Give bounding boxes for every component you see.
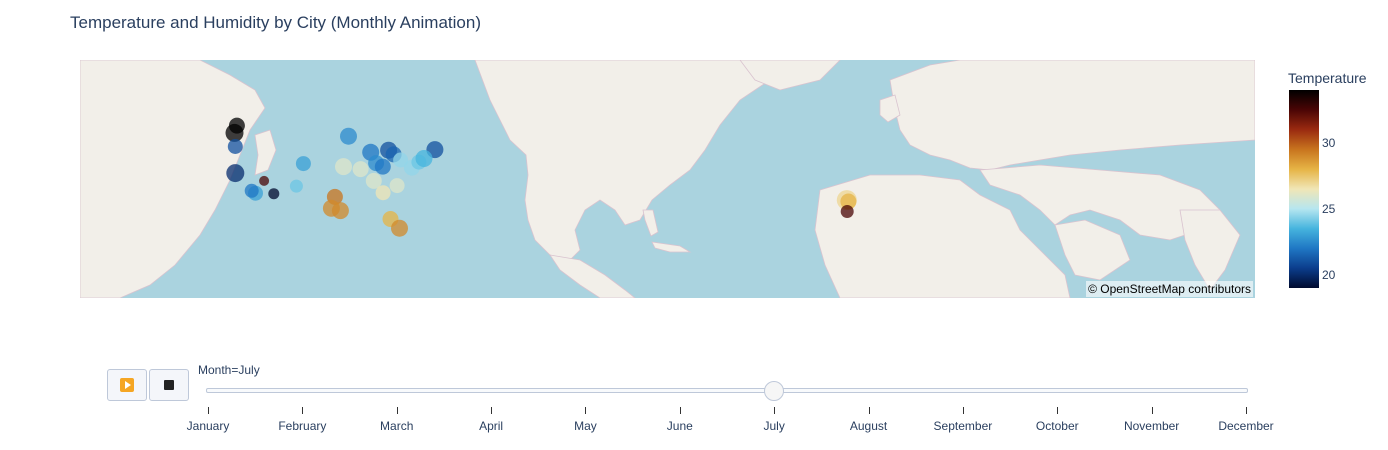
slider-tick <box>868 407 870 414</box>
slider-prefix: Month= <box>198 363 239 377</box>
slider-tick-label-may[interactable]: May <box>574 419 597 433</box>
slider-tick-label-june[interactable]: June <box>666 419 693 433</box>
city-marker[interactable] <box>289 179 303 193</box>
slider-tick <box>1057 407 1059 414</box>
stop-icon <box>164 380 174 390</box>
city-marker[interactable] <box>374 158 391 175</box>
city-markers <box>225 117 857 237</box>
landmass-japan <box>254 129 277 176</box>
landmass-arabia <box>1054 219 1131 281</box>
landmass-middle-east <box>979 164 1221 241</box>
city-marker[interactable] <box>295 156 311 172</box>
slider-tick-label-january[interactable]: January <box>186 419 230 433</box>
landmass-british-isles <box>879 94 901 123</box>
landmass-india <box>1179 209 1241 291</box>
city-marker[interactable] <box>226 164 245 183</box>
city-marker[interactable] <box>375 185 391 201</box>
colorbar-tick-label: 25 <box>1322 201 1336 216</box>
slider-tick-label-october[interactable]: October <box>1035 419 1079 433</box>
slider-tick <box>962 407 964 414</box>
stop-button[interactable] <box>149 369 189 401</box>
city-marker[interactable] <box>391 219 408 237</box>
slider-tick-label-july[interactable]: July <box>763 419 785 433</box>
city-marker[interactable] <box>393 152 409 168</box>
slider-tick <box>774 407 776 414</box>
slider-current-label: Month=July <box>198 363 260 377</box>
slider-tick <box>491 407 493 414</box>
city-marker[interactable] <box>335 158 352 176</box>
slider-tick <box>302 407 304 414</box>
colorbar-title: Temperature <box>1288 70 1367 86</box>
landmass-africa <box>814 174 1071 298</box>
landmass-florida <box>642 209 659 237</box>
landmass-europe <box>889 60 1255 171</box>
slider-tick-label-september[interactable]: September <box>933 419 993 433</box>
city-marker[interactable] <box>259 175 270 186</box>
city-marker[interactable] <box>227 139 243 154</box>
slider-tick-label-august[interactable]: August <box>849 419 888 433</box>
landmass-greenland <box>739 60 841 91</box>
map-attribution[interactable]: © OpenStreetMap contributors <box>1086 281 1253 297</box>
colorbar-tick-label: 20 <box>1322 267 1336 282</box>
slider-current-value: July <box>238 363 260 377</box>
slider-tick <box>1151 407 1153 414</box>
city-marker[interactable] <box>840 205 854 218</box>
city-marker[interactable] <box>331 202 349 220</box>
slider-tick-label-march[interactable]: March <box>380 419 414 433</box>
city-marker[interactable] <box>340 127 357 145</box>
city-marker[interactable] <box>268 188 280 200</box>
slider-tick <box>679 407 681 414</box>
colorbar <box>1289 90 1319 288</box>
slider-tick <box>208 407 209 414</box>
city-marker[interactable] <box>365 172 382 189</box>
slider-tick <box>585 407 587 414</box>
slider-rail[interactable] <box>206 388 1248 393</box>
map-canvas[interactable] <box>80 60 1255 298</box>
landmass-central-america <box>549 254 636 298</box>
city-marker[interactable] <box>415 150 433 167</box>
chart-title: Temperature and Humidity by City (Monthl… <box>70 13 481 32</box>
city-marker[interactable] <box>840 193 857 210</box>
colorbar-tick-label: 30 <box>1322 135 1336 150</box>
land-masses <box>80 60 1255 298</box>
city-marker[interactable] <box>244 183 259 198</box>
slider-tick-label-february[interactable]: February <box>278 419 327 433</box>
map[interactable]: © OpenStreetMap contributors <box>80 60 1255 298</box>
slider-tick <box>396 407 398 414</box>
city-marker[interactable] <box>352 161 369 178</box>
city-marker[interactable] <box>389 178 405 194</box>
slider-tick-label-november[interactable]: November <box>1123 419 1180 433</box>
slider-tick-label-december[interactable]: December <box>1218 419 1274 433</box>
city-marker[interactable] <box>228 117 245 134</box>
play-button[interactable] <box>107 369 147 401</box>
slider-tick <box>1246 407 1247 414</box>
landmass-cuba <box>651 241 692 253</box>
play-icon <box>120 378 134 392</box>
slider-tick-label-april[interactable]: April <box>479 419 504 433</box>
landmass-north-america <box>474 60 781 261</box>
slider-grip[interactable] <box>764 381 785 401</box>
